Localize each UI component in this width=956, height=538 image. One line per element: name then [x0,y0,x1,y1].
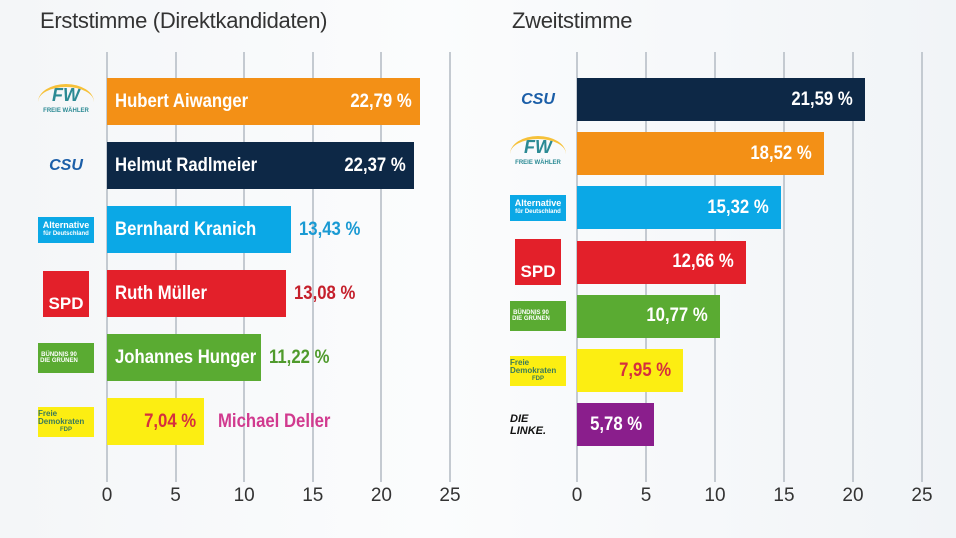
logo-text: FW [524,137,552,158]
logo-subtext: FREIE WÄHLER [43,108,89,114]
value-label: 11,22 % [268,346,330,368]
x-tick-label: 20 [370,485,392,506]
bar-fw [107,78,420,125]
logo-fdp: Freie Demokraten FDP [38,406,94,437]
x-tick-label: 5 [640,485,652,506]
logo-text: Freie Demokraten [510,357,557,375]
bar-grne [577,294,721,338]
bar-fdp [107,398,204,445]
x-tick-label: 15 [302,485,324,506]
value-label: 10,77 % [646,305,709,327]
logo-subtext: FREIE WÄHLER [515,160,561,167]
gridline [243,52,246,482]
x-tick-label: 10 [704,485,726,506]
value-label: 22,37 % [344,154,406,176]
logo-fw: FW FREIE WÄHLER [510,135,566,172]
x-tick-label: 10 [233,485,255,506]
logo-spd: SPD [515,239,561,286]
gridline [852,52,854,482]
logo-text: FW [52,85,80,105]
x-tick-label: 25 [911,485,933,506]
gridline [311,52,314,482]
logo-subtext: FDP [60,426,72,433]
logo-fdp: Freie Demokraten FDP [510,355,566,386]
logo-grne: BÜNDNIS 90 DIE GRÜNEN [510,301,566,332]
logo-text: Alternative [514,197,562,208]
logo-text: CSU [521,90,555,108]
logo-afd: Alternative für Deutschland [38,216,94,243]
x-tick-label: 15 [773,485,795,506]
bar-linke [577,403,654,447]
gridline [106,52,108,482]
bar-fw [577,132,824,176]
bar-spd [577,240,746,284]
logo-fw: FW FREIE WÄHLER [38,83,94,120]
bar-afd [577,186,782,230]
gridline [449,52,451,482]
candidate-name: Michael Deller [217,410,331,432]
logo-text: DIE LINKE. [510,412,547,437]
logo-text: Freie Demokraten [38,408,85,426]
value-label: 13,43 % [299,218,361,240]
logo-subtext: für Deutschland [43,230,89,237]
value-label: 18,52 % [749,142,812,164]
value-label: 21,59 % [790,88,853,110]
bar-spd [107,270,287,317]
logo-afd: Alternative für Deutschland [510,194,566,221]
x-tick-label: 25 [439,485,461,506]
value-label: 12,66 % [671,251,734,273]
value-label: 5,78 % [590,413,643,435]
candidate-name: Helmut Radlmeier [115,154,258,176]
bar-csu [107,142,414,189]
x-tick-label: 5 [170,485,181,506]
logo-text: BÜNDNIS 90 DIE GRÜNEN [512,310,550,323]
logo-grne: BÜNDNIS 90 DIE GRÜNEN [38,342,94,373]
logo-linke: DIE LINKE. [510,407,566,443]
x-tick-label: 20 [842,485,864,506]
logo-text: CSU [49,156,83,174]
logo-spd: SPD [43,270,89,317]
candidate-name: Johannes Hunger [115,346,257,368]
bar-afd [107,206,292,253]
x-tick-label: 0 [571,485,583,506]
value-label: 7,04 % [143,410,196,432]
candidate-name: Hubert Aiwanger [115,90,249,112]
gridline [380,52,383,482]
chart-title-zweitstimme: Zweitstimme [512,8,633,33]
candidate-name: Bernhard Kranich [115,218,257,240]
gridline [921,52,923,482]
value-label: 22,79 % [350,90,412,112]
logo-subtext: FDP [532,375,544,382]
logo-csu: CSU [38,148,94,184]
value-label: 7,95 % [618,359,672,381]
logo-text: BÜNDNIS 90 DIE GRÜNEN [40,351,78,364]
logo-text: Alternative [42,219,90,230]
value-label: 15,32 % [707,196,769,218]
candidate-name: Ruth Müller [115,282,207,304]
logo-subtext: für Deutschland [515,208,561,215]
x-tick-label: 0 [101,485,113,506]
gridline [783,52,785,482]
bar-fdp [577,349,683,392]
value-label: 13,08 % [294,282,356,304]
bar-grne [107,334,261,381]
chart-title-erststimme: Erststimme (Direktkandidaten) [40,8,328,33]
logo-text: SPD [520,262,556,282]
logo-text: SPD [48,293,84,313]
gridline [174,52,177,482]
bar-csu [577,78,865,121]
logo-csu: CSU [510,82,566,118]
